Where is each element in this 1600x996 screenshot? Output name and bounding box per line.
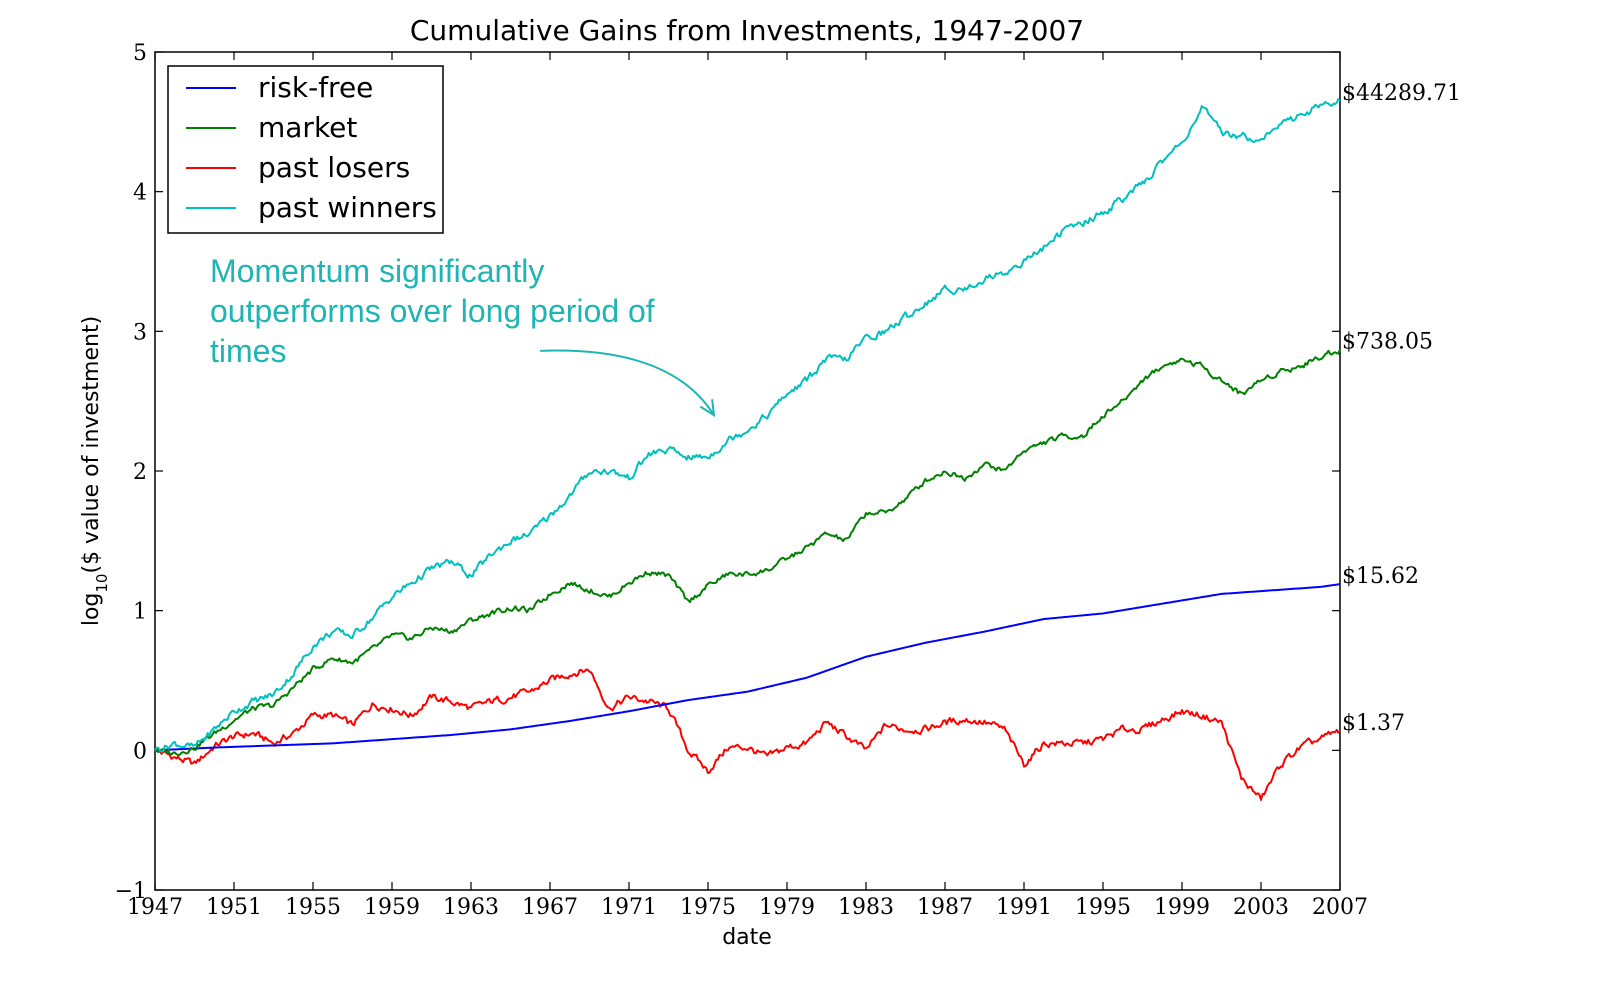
x-tick-label: 1951: [206, 895, 262, 920]
x-tick-label: 1995: [1075, 895, 1131, 920]
x-tick-label: 1947: [127, 895, 183, 920]
y-tick-label: 5: [133, 41, 147, 66]
x-tick-label: 1979: [759, 895, 815, 920]
y-tick-label: 0: [133, 739, 147, 764]
annotation-arrow: [540, 349, 715, 416]
x-tick-label: 1999: [1154, 895, 1210, 920]
x-tick-label: 2007: [1312, 895, 1368, 920]
x-tick-label: 1967: [522, 895, 578, 920]
x-tick-label: 2003: [1233, 895, 1289, 920]
x-axis-label: date: [722, 925, 772, 950]
legend-items: risk-free market past losers past winners: [186, 71, 437, 224]
y-axis-ticks: −1 0 1 2 3 4 5: [115, 41, 1340, 904]
x-tick-label: 1983: [838, 895, 894, 920]
legend: risk-free market past losers past winners: [167, 65, 444, 234]
x-tick-label: 1971: [601, 895, 657, 920]
series-lines: [154, 98, 1341, 801]
legend-label-market: market: [258, 111, 357, 144]
x-tick-label: 1975: [680, 895, 736, 920]
end-label-past-losers: $1.37: [1342, 711, 1405, 736]
legend-box: [167, 65, 444, 234]
end-label-past-winners: $44289.71: [1342, 81, 1461, 106]
annotation-line-2: outperforms over long period of: [210, 293, 655, 329]
series-line-market: [154, 349, 1341, 757]
annotation-line-1: Momentum significantly: [210, 253, 544, 289]
y-label-log: log: [79, 593, 104, 627]
x-axis-ticks: 1947 1951 1955 1959 1963 1967 1971 1975 1979 1983…: [127, 52, 1368, 920]
x-tick-label: 1955: [285, 895, 341, 920]
legend-label-past-winners: past winners: [258, 191, 437, 224]
series-line-past-winners: [154, 98, 1341, 753]
chart-title: Cumulative Gains from Investments, 1947-…: [410, 14, 1084, 47]
y-label-rest: ($ value of investment): [79, 316, 104, 574]
end-label-market: $738.05: [1342, 329, 1433, 354]
end-value-labels: $15.62 $738.05 $1.37 $44289.71: [1342, 81, 1461, 736]
y-tick-label: 3: [133, 320, 147, 345]
x-tick-label: 1991: [996, 895, 1052, 920]
annotation-line-3: times: [210, 333, 286, 369]
y-tick-label: 1: [133, 600, 147, 625]
x-tick-label: 1963: [443, 895, 499, 920]
y-tick-label: −1: [115, 879, 147, 904]
x-tick-label: 1959: [364, 895, 420, 920]
series-line-risk-free: [154, 583, 1341, 752]
annotation: Momentum significantly outperforms over …: [210, 253, 716, 418]
x-tick-label: 1987: [917, 895, 973, 920]
y-label-subscript: 10: [93, 574, 111, 593]
legend-label-past-losers: past losers: [258, 151, 410, 184]
y-tick-label: 2: [133, 460, 147, 485]
series-line-past-losers: [154, 668, 1341, 801]
y-tick-label: 4: [133, 181, 147, 206]
end-label-risk-free: $15.62: [1342, 564, 1419, 589]
annotation-arrowhead: [699, 399, 716, 418]
legend-label-risk-free: risk-free: [258, 71, 373, 104]
y-axis-label: log10($ value of investment): [79, 316, 111, 626]
